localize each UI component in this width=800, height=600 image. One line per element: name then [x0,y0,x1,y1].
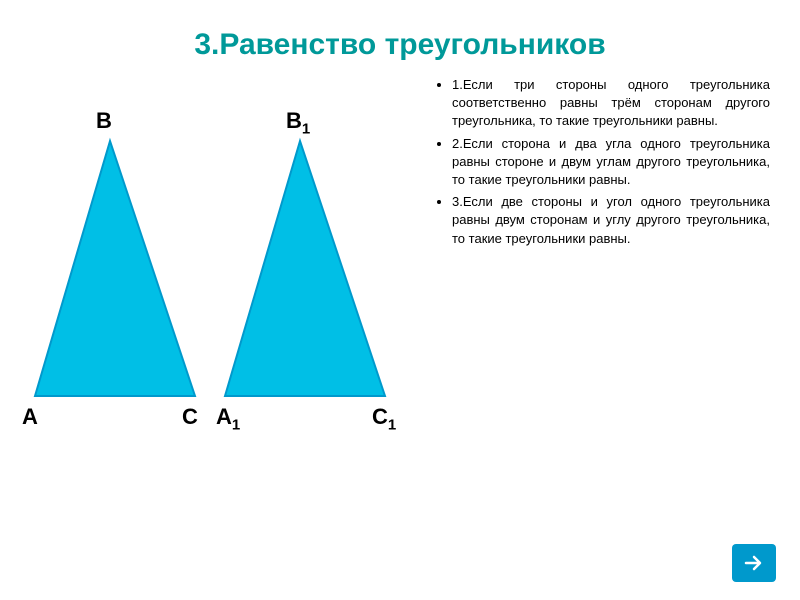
label-c1-main: C [372,404,388,429]
label-b1: B1 [286,108,310,137]
label-b: B [96,108,112,134]
arrow-right-icon [742,551,766,575]
content-area: B A C B1 A1 C1 1.Если три стороны одного… [0,76,800,496]
diagram-area: B A C B1 A1 C1 [20,76,420,496]
label-c1-sub: 1 [388,416,396,433]
label-b1-main: B [286,108,302,133]
label-a: A [22,404,38,430]
triangle-abc-shape [30,136,200,406]
rule-item: 2.Если сторона и два угла одного треугол… [452,135,770,190]
rules-text-area: 1.Если три стороны одного треугольника с… [420,76,780,496]
label-a1: A1 [216,404,240,433]
label-c: C [182,404,198,430]
triangle-abc: B A C [30,136,200,411]
label-a1-sub: 1 [232,416,240,433]
label-b1-sub: 1 [302,120,310,137]
rule-item: 1.Если три стороны одного треугольника с… [452,76,770,131]
rules-list: 1.Если три стороны одного треугольника с… [430,76,770,248]
next-button[interactable] [732,544,776,582]
label-c1: C1 [372,404,396,433]
triangle-a1b1c1-shape [220,136,390,406]
label-a1-main: A [216,404,232,429]
triangle-a1b1c1: B1 A1 C1 [220,136,390,411]
rule-item: 3.Если две стороны и угол одного треугол… [452,193,770,248]
page-title: 3.Равенство треугольников [0,0,800,76]
